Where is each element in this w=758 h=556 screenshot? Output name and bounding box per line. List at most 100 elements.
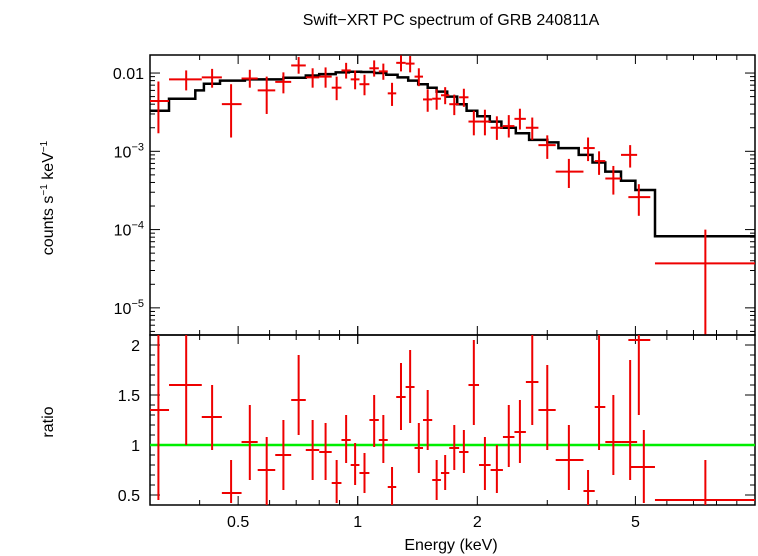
- bottom-y-tick-label: 1.5: [118, 388, 140, 405]
- data-point: [350, 70, 360, 90]
- data-point: [359, 74, 370, 96]
- data-point: [490, 116, 503, 140]
- ratio-point: [396, 363, 406, 430]
- data-point: [405, 56, 415, 73]
- data-point: [423, 89, 433, 112]
- data-point: [275, 72, 292, 94]
- ratio-point: [630, 430, 655, 503]
- data-point: [605, 165, 622, 195]
- ratio-point: [583, 470, 595, 505]
- data-point: [468, 110, 480, 136]
- ratio-point: [654, 460, 755, 505]
- data-point: [514, 108, 526, 130]
- ratio-point: [291, 355, 306, 435]
- data-point: [432, 89, 441, 110]
- data-point: [387, 82, 397, 106]
- ratio-point: [468, 340, 480, 425]
- ratio-point: [555, 425, 584, 490]
- data-point: [378, 63, 388, 80]
- top-y-tick-label: 10−3: [114, 141, 144, 161]
- data-point: [449, 94, 460, 116]
- data-point: [291, 57, 306, 74]
- data-point: [440, 87, 450, 105]
- ratio-point: [594, 335, 606, 450]
- ratio-point: [319, 423, 332, 480]
- top-y-tick-exp: −3: [131, 141, 144, 153]
- ratio-point: [405, 350, 415, 423]
- bottom-y-tick-label: 0.5: [118, 488, 140, 505]
- ratio-point: [490, 445, 503, 493]
- ratio-point: [423, 390, 433, 450]
- x-tick-label: 1: [353, 514, 362, 531]
- top-y-label-exp1: −1: [39, 184, 50, 196]
- data-point: [150, 81, 170, 134]
- data-point: [169, 70, 202, 91]
- ratio-point: [621, 360, 638, 480]
- ratio-point: [502, 405, 515, 467]
- top-y-label-exp2: −1: [39, 140, 50, 152]
- ratio-point: [241, 405, 258, 480]
- data-point: [525, 117, 539, 140]
- top-y-tick-label: 10−5: [114, 298, 144, 318]
- ratio-point: [201, 385, 222, 450]
- ratio-point: [459, 430, 469, 473]
- top-y-label-base: counts s: [40, 196, 57, 256]
- bottom-y-axis-label: ratio: [40, 406, 57, 437]
- ratio-point: [350, 443, 360, 485]
- data-point: [319, 67, 332, 88]
- ratio-point: [169, 335, 202, 445]
- ratio-point: [387, 467, 397, 505]
- top-y-tick-base: 10: [114, 223, 132, 240]
- model-step-line: [150, 70, 755, 238]
- ratio-point: [414, 423, 424, 473]
- ratio-point: [514, 400, 526, 463]
- top-y-tick-label: 10−4: [114, 220, 144, 240]
- data-point: [396, 55, 406, 72]
- data-point: [479, 109, 491, 136]
- bottom-panel-frame: [149, 334, 756, 506]
- ratio-point: [150, 335, 170, 500]
- ratio-point: [432, 460, 441, 500]
- data-point: [583, 137, 595, 162]
- top-y-axis-label: counts s−1 keV−1: [39, 140, 57, 255]
- top-y-tick-label: 0.01: [113, 66, 144, 83]
- data-point: [257, 76, 276, 114]
- ratio-point: [378, 415, 388, 463]
- bottom-y-tick-label: 1: [131, 438, 140, 455]
- top-y-label-mid: keV: [40, 152, 57, 184]
- data-point: [201, 68, 222, 88]
- ratio-point: [275, 420, 292, 490]
- data-point: [305, 68, 320, 88]
- data-point: [241, 69, 258, 88]
- ratio-point: [359, 453, 370, 493]
- bottom-panel: 0.5 1 1.5 2 0.5 1 2 5: [118, 334, 756, 531]
- data-point: [459, 88, 469, 107]
- ratio-point: [341, 415, 351, 463]
- data-point: [654, 229, 755, 335]
- x-axis-label: Energy (keV): [404, 537, 497, 554]
- data-point: [221, 84, 242, 138]
- ratio-point: [479, 437, 491, 490]
- chart-title: Swift−XRT PC spectrum of GRB 240811A: [303, 12, 600, 29]
- top-y-tick-base: 0.01: [113, 66, 144, 83]
- data-point: [341, 62, 351, 79]
- x-tick-label: 2: [473, 514, 482, 531]
- ratio-point: [257, 437, 276, 505]
- ratio-point: [305, 420, 320, 480]
- top-y-tick-base: 10: [114, 144, 132, 161]
- top-y-tick-exp: −4: [131, 220, 144, 232]
- data-point: [414, 68, 424, 87]
- ratio-point: [538, 365, 556, 450]
- top-y-tick-exp: −5: [131, 298, 144, 310]
- top-y-tick-base: 10: [114, 301, 132, 318]
- ratio-point: [221, 460, 242, 503]
- x-tick-label: 0.5: [227, 514, 249, 531]
- data-point: [369, 60, 379, 77]
- data-point: [538, 135, 556, 159]
- data-point: [628, 184, 651, 216]
- x-tick-label: 5: [631, 514, 640, 531]
- bottom-y-tick-label: 2: [131, 338, 140, 355]
- data-point: [502, 115, 515, 138]
- data-point: [555, 158, 584, 188]
